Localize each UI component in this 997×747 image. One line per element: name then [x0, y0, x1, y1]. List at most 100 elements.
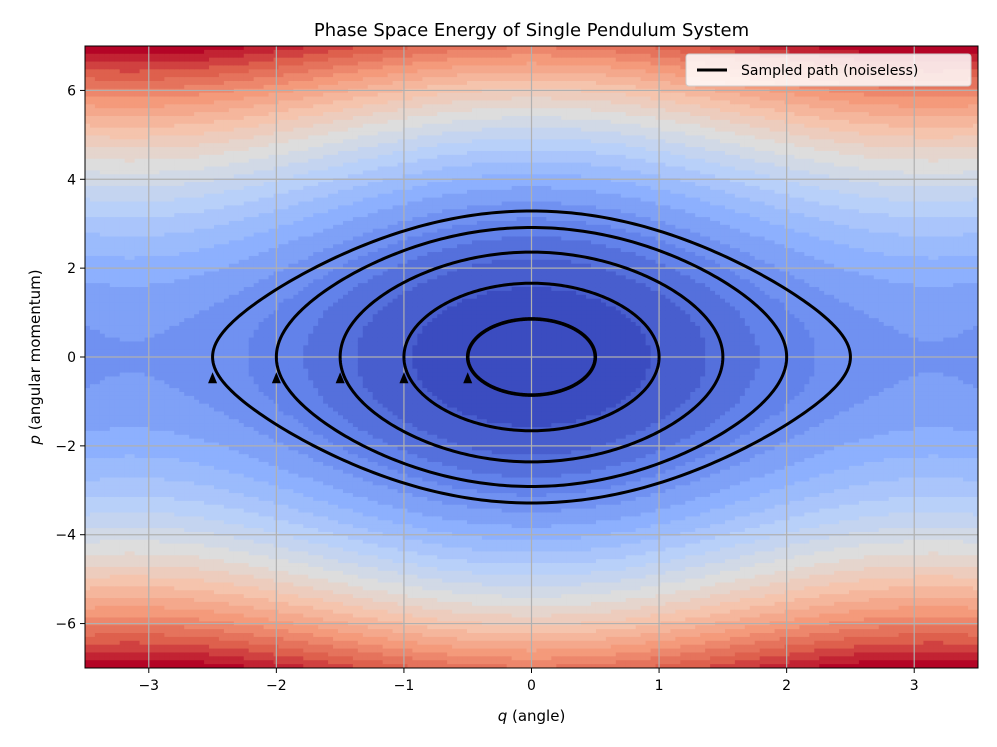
heatmap-cell — [209, 279, 215, 283]
heatmap-cell — [95, 104, 101, 108]
heatmap-cell — [95, 563, 101, 567]
heatmap-cell — [169, 376, 175, 380]
heatmap-cell — [120, 602, 126, 606]
heatmap-cell — [125, 202, 131, 206]
heatmap-cell — [194, 617, 200, 621]
heatmap-cell — [194, 116, 200, 120]
heatmap-cell — [189, 264, 195, 268]
heatmap-cell — [224, 431, 230, 435]
heatmap-cell — [90, 310, 96, 314]
heatmap-cell — [90, 513, 96, 517]
heatmap-cell — [154, 419, 160, 423]
heatmap-cell — [179, 598, 185, 602]
heatmap-cell — [154, 225, 160, 229]
heatmap-cell — [199, 645, 205, 649]
heatmap-cell — [209, 50, 215, 54]
heatmap-cell — [85, 481, 91, 485]
heatmap-cell — [135, 252, 141, 256]
heatmap-cell — [149, 540, 155, 544]
heatmap-cell — [110, 159, 116, 163]
heatmap-cell — [154, 458, 160, 462]
heatmap-cell — [229, 376, 235, 380]
heatmap-cell — [164, 194, 170, 198]
heatmap-cell — [125, 474, 131, 478]
heatmap-cell — [135, 209, 141, 213]
heatmap-cell — [179, 132, 185, 136]
heatmap-cell — [179, 295, 185, 299]
heatmap-cell — [154, 330, 160, 334]
heatmap-cell — [130, 338, 136, 342]
heatmap-cell — [105, 306, 111, 310]
heatmap-cell — [154, 244, 160, 248]
heatmap-cell — [179, 326, 185, 330]
heatmap-cell — [140, 244, 146, 248]
heatmap-cell — [214, 314, 220, 318]
heatmap-cell — [179, 85, 185, 89]
heatmap-cell — [105, 567, 111, 571]
heatmap-cell — [159, 408, 165, 412]
heatmap-cell — [194, 392, 200, 396]
heatmap-cell — [219, 248, 225, 252]
heatmap-cell — [224, 77, 230, 81]
heatmap-cell — [184, 563, 190, 567]
heatmap-cell — [125, 306, 131, 310]
heatmap-cell — [169, 345, 175, 349]
heatmap-cell — [239, 182, 245, 186]
heatmap-cell — [189, 256, 195, 260]
heatmap-cell — [110, 198, 116, 202]
heatmap-cell — [130, 62, 136, 66]
heatmap-cell — [179, 58, 185, 62]
heatmap-cell — [154, 209, 160, 213]
heatmap-cell — [110, 470, 116, 474]
heatmap-cell — [85, 338, 91, 342]
heatmap-cell — [159, 614, 165, 618]
heatmap-cell — [204, 73, 210, 77]
heatmap-cell — [90, 606, 96, 610]
heatmap-cell — [219, 408, 225, 412]
heatmap-cell — [229, 575, 235, 579]
heatmap-cell — [214, 598, 220, 602]
heatmap-cell — [90, 652, 96, 656]
heatmap-cell — [234, 617, 240, 621]
heatmap-cell — [169, 513, 175, 517]
heatmap-cell — [204, 69, 210, 73]
heatmap-cell — [204, 338, 210, 342]
heatmap-cell — [229, 116, 235, 120]
heatmap-cell — [115, 485, 121, 489]
heatmap-cell — [115, 633, 121, 637]
heatmap-cell — [125, 551, 131, 555]
heatmap-cell — [120, 159, 126, 163]
heatmap-cell — [110, 283, 116, 287]
heatmap-cell — [164, 330, 170, 334]
heatmap-cell — [189, 404, 195, 408]
heatmap-cell — [224, 427, 230, 431]
heatmap-cell — [209, 547, 215, 551]
heatmap-cell — [189, 656, 195, 660]
heatmap-cell — [169, 349, 175, 353]
heatmap-cell — [214, 649, 220, 653]
heatmap-cell — [239, 155, 245, 159]
heatmap-cell — [204, 404, 210, 408]
heatmap-cell — [179, 151, 185, 155]
heatmap-cell — [85, 411, 91, 415]
heatmap-cell — [105, 481, 111, 485]
heatmap-cell — [164, 85, 170, 89]
heatmap-cell — [224, 540, 230, 544]
heatmap-cell — [229, 341, 235, 345]
heatmap-cell — [169, 275, 175, 279]
heatmap-cell — [234, 229, 240, 233]
heatmap-cell — [115, 314, 121, 318]
heatmap-cell — [110, 65, 116, 69]
heatmap-cell — [224, 132, 230, 136]
heatmap-cell — [135, 310, 141, 314]
heatmap-cell — [125, 233, 131, 237]
heatmap-cell — [140, 649, 146, 653]
heatmap-cell — [85, 544, 91, 548]
heatmap-cell — [239, 147, 245, 151]
heatmap-cell — [85, 85, 91, 89]
heatmap-cell — [219, 481, 225, 485]
heatmap-cell — [105, 446, 111, 450]
heatmap-cell — [85, 652, 91, 656]
heatmap-cell — [214, 170, 220, 174]
heatmap-cell — [140, 505, 146, 509]
